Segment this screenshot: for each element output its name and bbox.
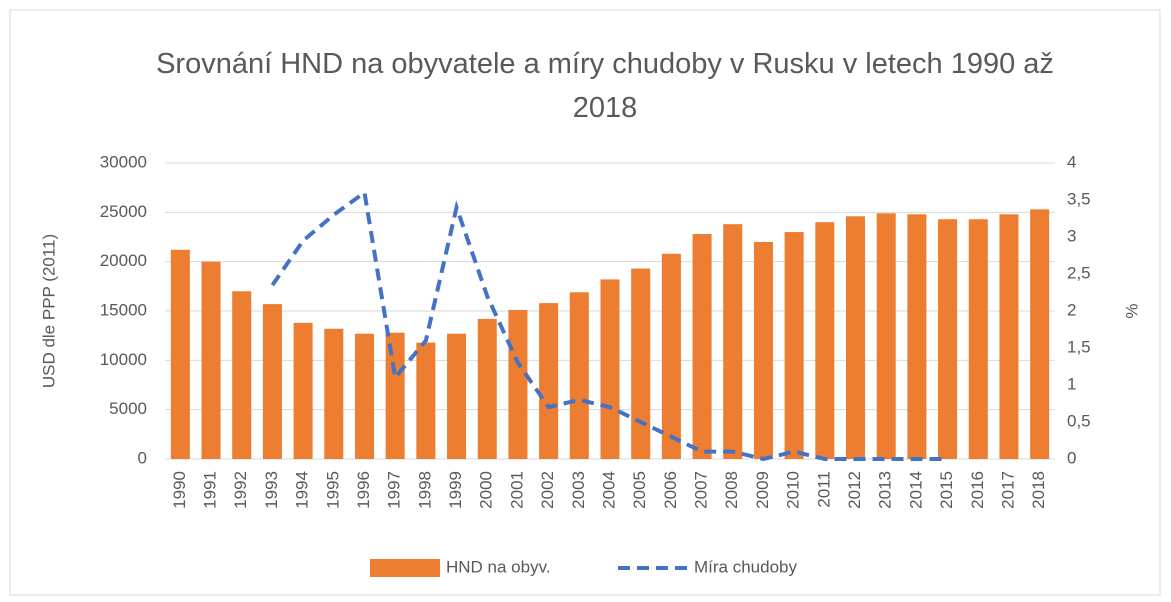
bar xyxy=(846,216,866,459)
y-tick-label: 0 xyxy=(138,448,147,467)
bar xyxy=(569,292,589,459)
y2-tick-label: 0,5 xyxy=(1067,411,1091,430)
y-axis-title: USD dle PPP (2011) xyxy=(39,234,58,388)
bar xyxy=(170,249,190,459)
bar xyxy=(784,232,804,459)
y2-axis-title: % xyxy=(1122,303,1141,318)
bar xyxy=(201,261,221,459)
x-tick-label: 2008 xyxy=(722,471,741,509)
bar xyxy=(723,224,743,459)
x-tick-label: 2000 xyxy=(477,471,496,509)
x-tick-label: 2004 xyxy=(599,471,618,509)
y2-tick-label: 4 xyxy=(1067,152,1076,171)
x-tick-label: 1993 xyxy=(262,471,281,509)
y2-tick-label: 1 xyxy=(1067,374,1076,393)
x-tick-label: 2011 xyxy=(814,471,833,508)
x-tick-label: 2016 xyxy=(968,471,987,509)
x-tick-label: 1991 xyxy=(201,471,220,509)
bar xyxy=(354,333,374,459)
y-tick-label: 30000 xyxy=(100,152,147,171)
x-tick-label: 1994 xyxy=(293,471,312,509)
x-tick-label: 2003 xyxy=(569,471,588,509)
y2-tick-label: 1,5 xyxy=(1067,337,1091,356)
bar xyxy=(907,214,927,459)
x-tick-label: 1997 xyxy=(385,471,404,509)
y-tick-label: 20000 xyxy=(100,251,147,270)
legend-label: Míra chudoby xyxy=(694,557,797,576)
bar xyxy=(999,214,1019,459)
x-tick-label: 1996 xyxy=(354,471,373,509)
x-tick-label: 2018 xyxy=(1029,471,1048,509)
x-tick-label: 2015 xyxy=(937,471,956,509)
bar xyxy=(447,333,467,459)
bar xyxy=(815,222,835,459)
bar xyxy=(477,318,497,459)
x-tick-label: 1992 xyxy=(231,471,250,509)
y2-tick-label: 2 xyxy=(1067,300,1076,319)
bar xyxy=(232,291,252,459)
x-tick-label: 2009 xyxy=(753,471,772,509)
x-tick-label: 2012 xyxy=(845,471,864,509)
x-tick-label: 1990 xyxy=(170,471,189,509)
y2-tick-label: 3 xyxy=(1067,226,1076,245)
bar xyxy=(539,303,559,459)
x-tick-label: 1998 xyxy=(415,471,434,509)
bar xyxy=(1030,209,1050,459)
legend-swatch xyxy=(370,559,440,577)
x-tick-label: 2002 xyxy=(538,471,557,509)
bar xyxy=(753,241,773,459)
bar xyxy=(324,328,344,459)
line xyxy=(270,189,948,462)
x-tick-label: 1995 xyxy=(323,471,342,509)
bar xyxy=(661,253,681,459)
y-tick-label: 5000 xyxy=(109,399,147,418)
bar xyxy=(876,213,896,459)
bar xyxy=(416,342,436,459)
bar xyxy=(692,234,712,459)
y2-tick-label: 2,5 xyxy=(1067,263,1091,282)
x-tick-label: 2001 xyxy=(507,471,526,509)
bar xyxy=(508,310,528,459)
chart-title: Srovnání HND na obyvatele a míry chudoby… xyxy=(156,48,1054,124)
y2-tick-label: 3,5 xyxy=(1067,189,1091,208)
x-tick-label: 2007 xyxy=(692,471,711,509)
y2-tick-label: 0 xyxy=(1067,448,1076,467)
x-tick-label: 2013 xyxy=(876,471,895,509)
x-tick-label: 2006 xyxy=(661,471,680,509)
y-tick-label: 10000 xyxy=(100,350,147,369)
x-tick-label: 2017 xyxy=(998,471,1017,509)
y-tick-label: 15000 xyxy=(100,300,147,319)
bar xyxy=(631,268,651,459)
bar xyxy=(385,332,405,459)
bar xyxy=(600,279,620,459)
chart-border xyxy=(9,9,1161,596)
bar xyxy=(293,322,313,459)
bar xyxy=(938,219,958,459)
x-tick-label: 2005 xyxy=(630,471,649,509)
y-tick-label: 25000 xyxy=(100,202,147,221)
bar xyxy=(262,304,282,459)
x-tick-label: 1999 xyxy=(446,471,465,509)
x-tick-label: 2010 xyxy=(784,471,803,509)
x-tick-label: 2014 xyxy=(906,471,925,509)
legend-label: HND na obyv. xyxy=(446,557,551,576)
bar xyxy=(968,219,988,459)
